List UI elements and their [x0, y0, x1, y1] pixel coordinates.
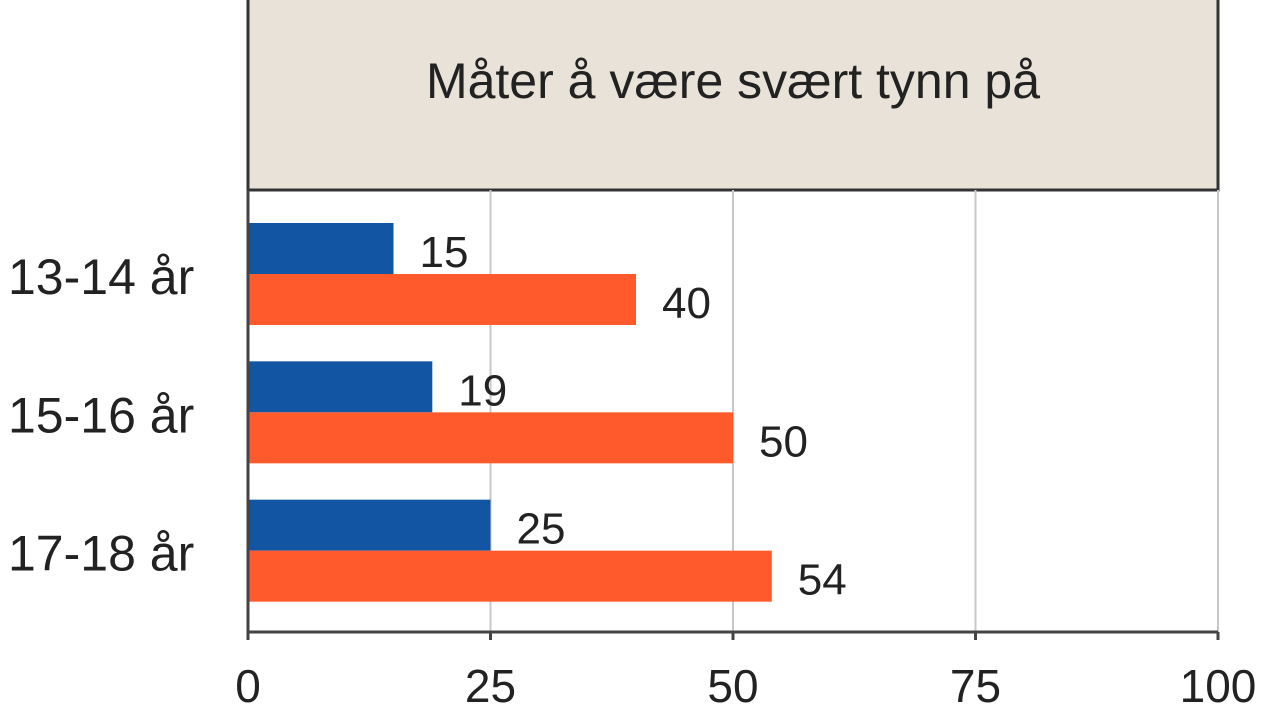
- chart-title-box: [246, 0, 1220, 192]
- axes: [246, 190, 1220, 640]
- chart-title: Måter å være svært tynn på: [426, 53, 1040, 109]
- data-label-series-1-1: 19: [458, 366, 507, 415]
- x-tick-label-100: 100: [1180, 660, 1257, 712]
- data-label-series-2-1: 50: [759, 417, 808, 466]
- category-label-1: 15-16 år: [8, 387, 194, 443]
- bar-series-1-0: [248, 223, 394, 274]
- x-tick-label-50: 50: [707, 660, 758, 712]
- bar-series-2-2: [248, 550, 772, 602]
- data-label-series-1-2: 25: [517, 505, 566, 554]
- labels: 0 25 50 75 100 15 40 13-14 år 19 50 15-16 år 25 54 17…: [8, 228, 1256, 712]
- data-label-series-2-0: 40: [662, 279, 711, 328]
- data-label-series-1-0: 15: [420, 228, 469, 277]
- category-label-2: 17-18 år: [8, 526, 194, 582]
- bar-series-1-2: [248, 499, 491, 551]
- bar-series-2-1: [248, 412, 733, 464]
- data-label-series-2-2: 54: [798, 556, 847, 605]
- x-tick-label-0: 0: [235, 660, 261, 712]
- bars: [248, 223, 772, 602]
- x-tick-label-75: 75: [950, 660, 1001, 712]
- x-tick-label-25: 25: [465, 660, 516, 712]
- category-label-0: 13-14 år: [8, 249, 194, 305]
- bar-series-2-0: [248, 274, 636, 325]
- bar-series-1-1: [248, 361, 433, 413]
